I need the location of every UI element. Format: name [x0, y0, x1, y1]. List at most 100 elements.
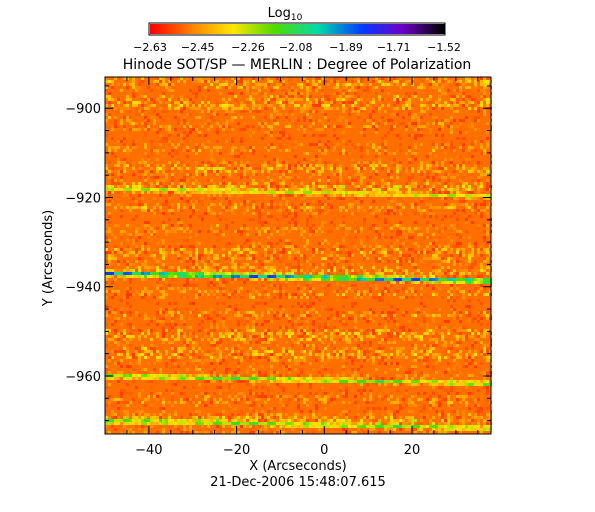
heatmap-cell	[210, 266, 213, 269]
heatmap-cell	[264, 302, 267, 305]
heatmap-cell	[120, 89, 123, 92]
heatmap-cell	[390, 281, 393, 284]
heatmap-cell	[411, 209, 414, 212]
heatmap-cell	[300, 167, 303, 170]
heatmap-cell	[276, 275, 279, 278]
heatmap-cell	[387, 194, 390, 197]
heatmap-cell	[105, 281, 108, 284]
heatmap-cell	[327, 119, 330, 122]
heatmap-cell	[375, 170, 378, 173]
heatmap-cell	[456, 155, 459, 158]
heatmap-cell	[261, 113, 264, 116]
heatmap-cell	[159, 275, 162, 278]
heatmap-cell	[309, 143, 312, 146]
heatmap-cell	[264, 86, 267, 89]
heatmap-cell	[303, 194, 306, 197]
heatmap-cell	[234, 215, 237, 218]
heatmap-cell	[363, 251, 366, 254]
heatmap-cell	[369, 116, 372, 119]
heatmap-cell	[267, 188, 270, 191]
heatmap-cell	[459, 128, 462, 131]
heatmap-cell	[213, 173, 216, 176]
heatmap-cell	[426, 125, 429, 128]
heatmap-cell	[453, 146, 456, 149]
heatmap-cell	[378, 107, 381, 110]
heatmap-cell	[123, 101, 126, 104]
heatmap-cell	[471, 167, 474, 170]
heatmap-cell	[117, 251, 120, 254]
heatmap-cell	[357, 200, 360, 203]
heatmap-cell	[351, 146, 354, 149]
heatmap-cell	[159, 209, 162, 212]
heatmap-cell	[441, 122, 444, 125]
heatmap-cell	[267, 242, 270, 245]
heatmap-cell	[315, 122, 318, 125]
heatmap-cell	[375, 284, 378, 287]
heatmap-cell	[348, 173, 351, 176]
heatmap-cell	[342, 107, 345, 110]
heatmap-cell	[171, 266, 174, 269]
colorbar-segment	[219, 24, 223, 34]
heatmap-cell	[273, 98, 276, 101]
heatmap-cell	[444, 260, 447, 263]
heatmap-cell	[387, 197, 390, 200]
heatmap-cell	[408, 179, 411, 182]
heatmap-cell	[378, 146, 381, 149]
heatmap-cell	[141, 122, 144, 125]
heatmap-cell	[300, 164, 303, 167]
heatmap-cell	[360, 107, 363, 110]
heatmap-cell	[363, 221, 366, 224]
heatmap-cell	[222, 140, 225, 143]
heatmap-cell	[459, 263, 462, 266]
heatmap-cell	[417, 269, 420, 272]
heatmap-cell	[357, 86, 360, 89]
heatmap-cell	[171, 179, 174, 182]
heatmap-cell	[141, 242, 144, 245]
heatmap-cell	[207, 275, 210, 278]
heatmap-cell	[195, 191, 198, 194]
heatmap-cell	[198, 230, 201, 233]
heatmap-cell	[399, 272, 402, 275]
heatmap-cell	[309, 191, 312, 194]
heatmap-cell	[342, 296, 345, 299]
heatmap-cell	[213, 227, 216, 230]
heatmap-cell	[129, 167, 132, 170]
heatmap-cell	[366, 257, 369, 260]
colorbar-segment	[396, 24, 399, 34]
heatmap-cell	[345, 206, 348, 209]
heatmap-cell	[333, 194, 336, 197]
heatmap-cell	[225, 191, 228, 194]
heatmap-cell	[294, 89, 297, 92]
heatmap-cell	[258, 212, 261, 215]
heatmap-cell	[369, 107, 372, 110]
heatmap-cell	[414, 191, 417, 194]
heatmap-cell	[147, 290, 150, 293]
heatmap-cell	[453, 161, 456, 164]
heatmap-cell	[216, 149, 219, 152]
heatmap-cell	[477, 89, 480, 92]
heatmap-cell	[465, 167, 468, 170]
heatmap-cell	[300, 188, 303, 191]
heatmap-cell	[285, 83, 288, 86]
heatmap-cell	[162, 149, 165, 152]
heatmap-cell	[222, 176, 225, 179]
heatmap-cell	[483, 278, 486, 281]
heatmap-cell	[306, 164, 309, 167]
heatmap-cell	[462, 191, 465, 194]
heatmap-cell	[156, 227, 159, 230]
heatmap-cell	[177, 152, 180, 155]
heatmap-cell	[183, 257, 186, 260]
heatmap-cell	[384, 248, 387, 251]
heatmap-cell	[462, 176, 465, 179]
heatmap-cell	[345, 143, 348, 146]
heatmap-cell	[129, 158, 132, 161]
heatmap-cell	[345, 98, 348, 101]
heatmap-cell	[477, 197, 480, 200]
heatmap-cell	[186, 125, 189, 128]
heatmap-cell	[180, 188, 183, 191]
heatmap-cell	[339, 224, 342, 227]
heatmap-cell	[207, 146, 210, 149]
heatmap-cell	[258, 89, 261, 92]
heatmap-cell	[414, 128, 417, 131]
heatmap-cell	[327, 164, 330, 167]
